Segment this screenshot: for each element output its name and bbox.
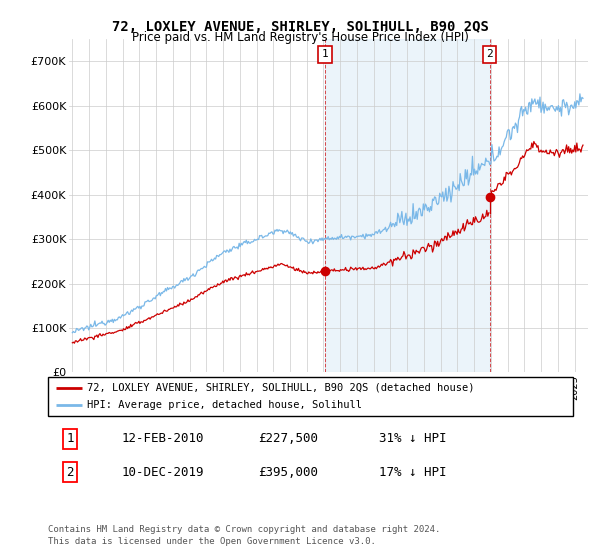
Text: 17% ↓ HPI: 17% ↓ HPI — [379, 465, 446, 478]
Text: 2: 2 — [486, 49, 493, 59]
Text: 1: 1 — [322, 49, 329, 59]
Text: 72, LOXLEY AVENUE, SHIRLEY, SOLIHULL, B90 2QS (detached house): 72, LOXLEY AVENUE, SHIRLEY, SOLIHULL, B9… — [88, 382, 475, 393]
FancyBboxPatch shape — [48, 377, 573, 416]
Text: 1: 1 — [66, 432, 74, 445]
Text: HPI: Average price, detached house, Solihull: HPI: Average price, detached house, Soli… — [88, 400, 362, 410]
Text: Contains HM Land Registry data © Crown copyright and database right 2024.
This d: Contains HM Land Registry data © Crown c… — [48, 525, 440, 546]
Text: Price paid vs. HM Land Registry's House Price Index (HPI): Price paid vs. HM Land Registry's House … — [131, 31, 469, 44]
Text: 10-DEC-2019: 10-DEC-2019 — [121, 465, 204, 478]
Text: £227,500: £227,500 — [258, 432, 318, 445]
Text: 12-FEB-2010: 12-FEB-2010 — [121, 432, 204, 445]
Text: £395,000: £395,000 — [258, 465, 318, 478]
Text: 31% ↓ HPI: 31% ↓ HPI — [379, 432, 446, 445]
Text: 2: 2 — [66, 465, 74, 478]
Text: 72, LOXLEY AVENUE, SHIRLEY, SOLIHULL, B90 2QS: 72, LOXLEY AVENUE, SHIRLEY, SOLIHULL, B9… — [112, 20, 488, 34]
Bar — [325, 39, 490, 372]
